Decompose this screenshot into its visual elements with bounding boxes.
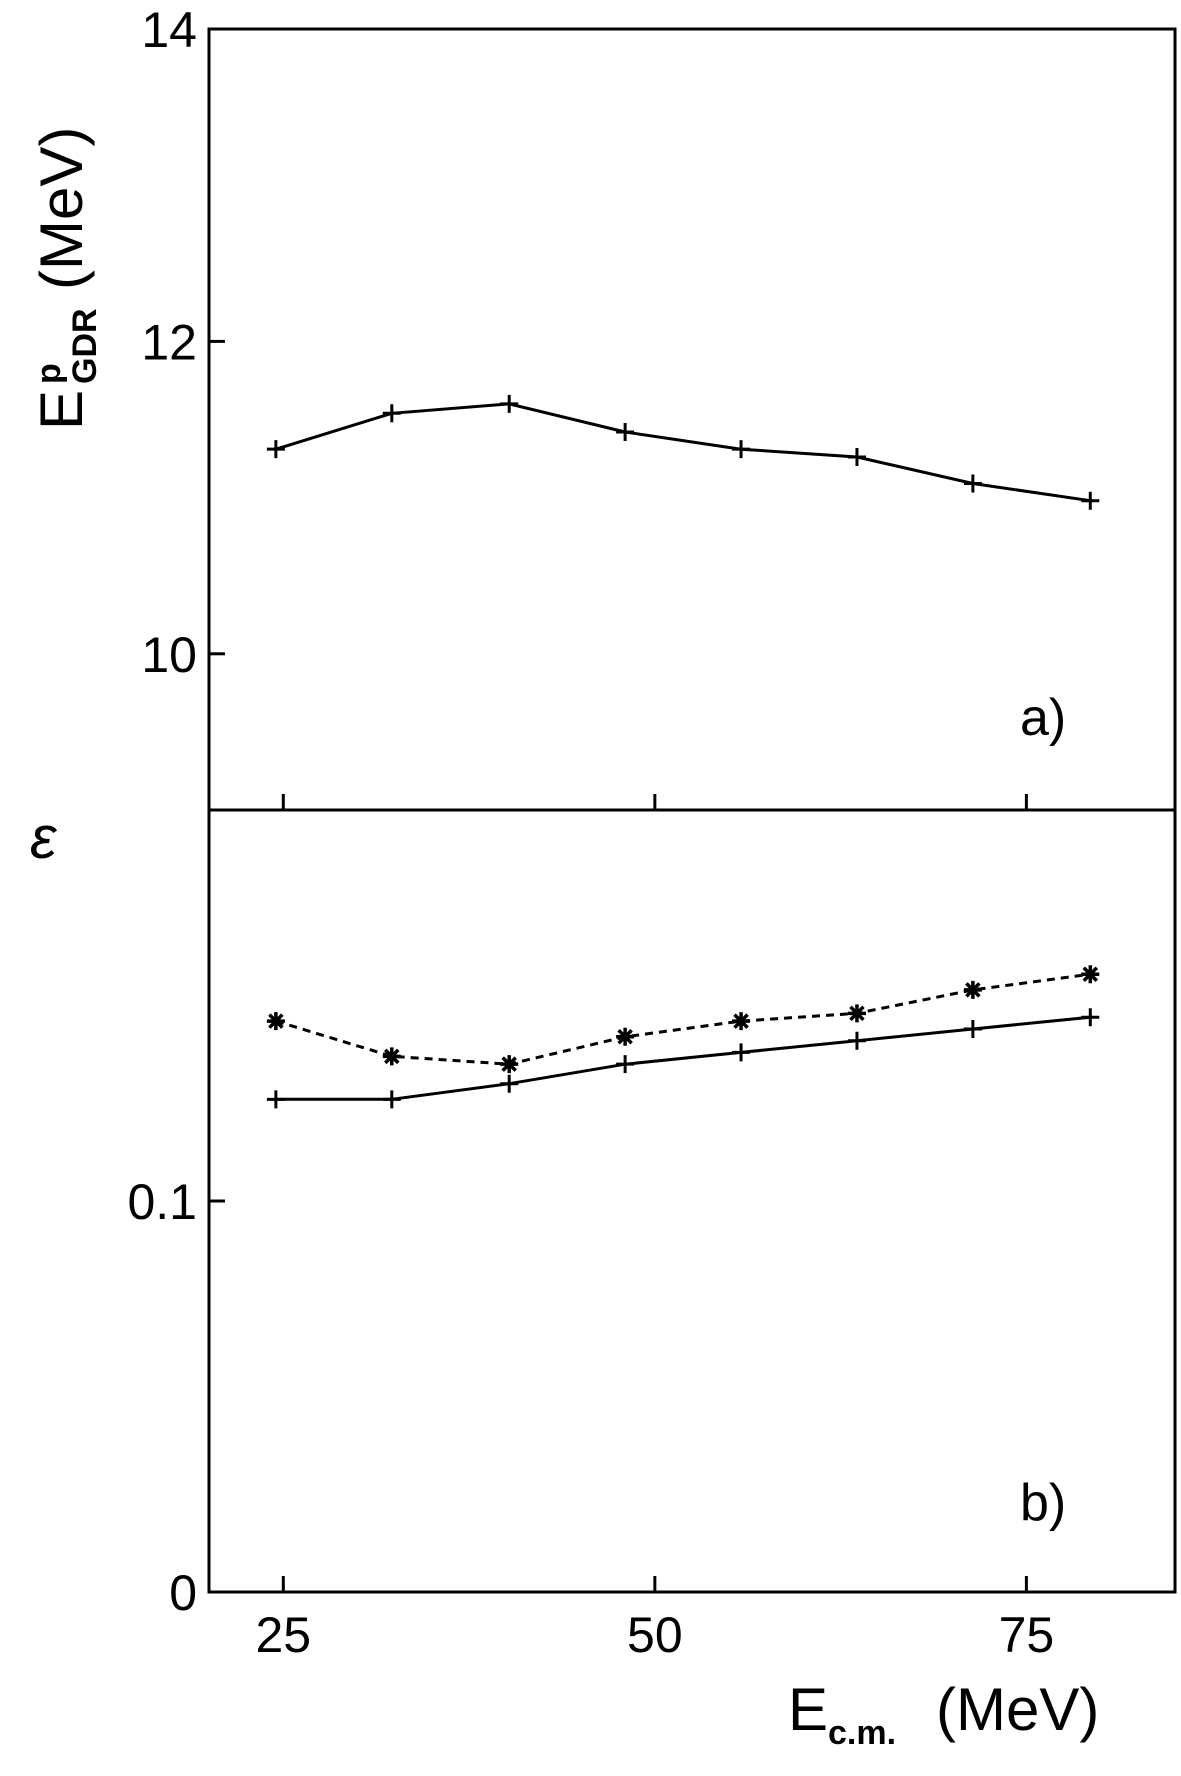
x-axis-title-main: E — [788, 1676, 828, 1743]
series-line — [275, 1015, 1091, 1101]
x-axis-title-sub: c.m. — [828, 1714, 896, 1752]
data-point — [732, 1043, 751, 1062]
data-point — [266, 1090, 285, 1109]
series-line — [275, 972, 1091, 1066]
data-point — [500, 394, 519, 413]
x-tick-label: 75 — [999, 1607, 1055, 1663]
data-point — [732, 440, 751, 459]
data-point — [963, 980, 982, 999]
panel-a-ylabel-sup: p — [30, 363, 68, 384]
data-point — [500, 1055, 519, 1074]
data-point — [1081, 1008, 1100, 1027]
x-tick-label: 25 — [255, 1607, 311, 1663]
data-point — [847, 447, 866, 466]
panel-a-tag: a) — [1020, 689, 1066, 747]
data-point — [616, 1055, 635, 1074]
data-point — [382, 1090, 401, 1109]
data-point — [382, 404, 401, 423]
y-tick-label: 0 — [169, 1565, 197, 1621]
y-tick-label: 14 — [141, 2, 197, 58]
panel-b-tag: b) — [1020, 1474, 1066, 1532]
x-axis-title-unit: (MeV) — [936, 1676, 1099, 1743]
data-point — [266, 440, 285, 459]
panel-b-ylabel: ε — [30, 804, 58, 871]
panel-a-ylabel-unit: (MeV) — [28, 127, 95, 290]
x-axis-title: E c.m. (MeV) — [788, 1676, 1099, 1752]
y-tick-label: 0.1 — [127, 1174, 197, 1230]
y-tick-label: 10 — [141, 627, 197, 683]
data-point — [1081, 965, 1100, 984]
y-tick-label: 12 — [141, 314, 197, 370]
panel-a-ylabel-main: E — [28, 390, 95, 430]
data-point — [847, 1031, 866, 1050]
data-point — [616, 1027, 635, 1046]
data-point — [963, 474, 982, 493]
data-point — [266, 1012, 285, 1031]
data-point — [732, 1012, 751, 1031]
panel-a-ylabel-sub: GDR — [66, 308, 104, 384]
panel-a-ylabel: E p GDR (MeV) — [28, 127, 104, 430]
series-line — [275, 402, 1091, 503]
data-point — [963, 1019, 982, 1038]
x-tick-label: 50 — [627, 1607, 683, 1663]
chart-marks: 10 12 14 0 0.1 25 50 75 — [127, 2, 1100, 1663]
data-point — [847, 1004, 866, 1023]
data-point — [616, 422, 635, 441]
data-point — [382, 1047, 401, 1066]
data-point — [500, 1074, 519, 1093]
data-point — [1081, 491, 1100, 510]
